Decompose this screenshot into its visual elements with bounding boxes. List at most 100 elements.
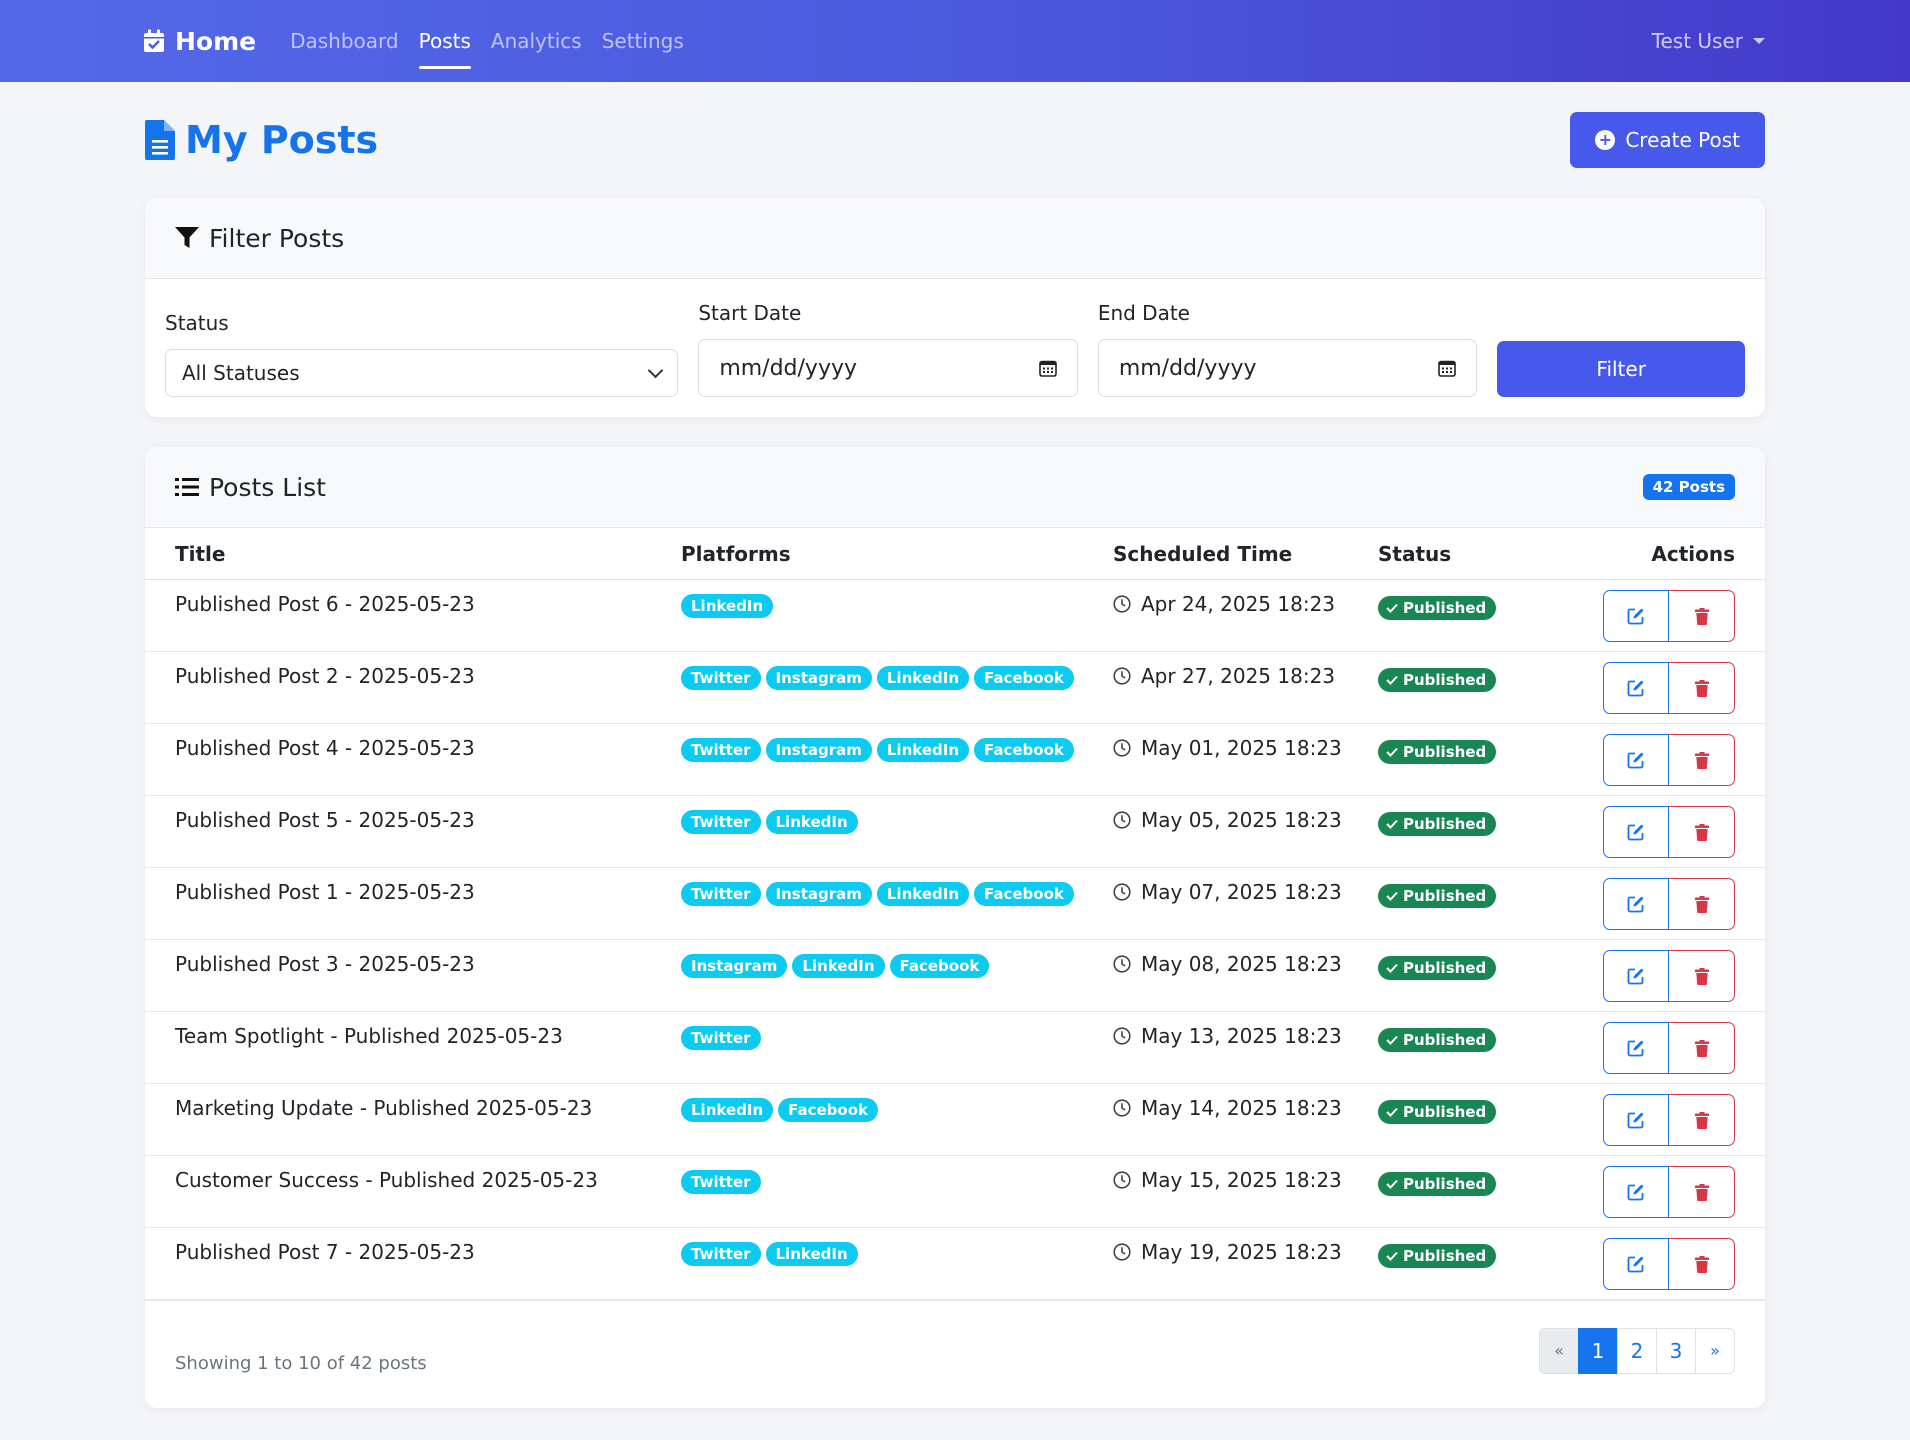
brand-label: Home bbox=[175, 26, 257, 56]
platform-badge: LinkedIn bbox=[765, 810, 858, 834]
platform-list: Instagram LinkedIn Facebook bbox=[681, 940, 1113, 978]
platform-badge: Twitter bbox=[681, 738, 761, 762]
main-container: My Posts + Create Post Filter Posts Stat… bbox=[0, 82, 1910, 1408]
edit-button[interactable] bbox=[1603, 734, 1669, 786]
calendar-icon[interactable] bbox=[1438, 359, 1457, 377]
column-header-scheduled-time: Scheduled Time bbox=[1113, 528, 1378, 580]
platform-badge: LinkedIn bbox=[876, 738, 969, 762]
pagination-prev[interactable]: « bbox=[1539, 1327, 1579, 1374]
edit-button[interactable] bbox=[1603, 1094, 1669, 1146]
edit-button[interactable] bbox=[1603, 1238, 1669, 1290]
edit-button[interactable] bbox=[1603, 950, 1669, 1002]
platform-badge: Facebook bbox=[974, 882, 1074, 906]
delete-button[interactable] bbox=[1669, 878, 1735, 930]
status-select[interactable]: All Statuses bbox=[165, 349, 679, 397]
platform-badge: Facebook bbox=[974, 666, 1074, 690]
status-badge: Published bbox=[1378, 596, 1497, 620]
edit-icon bbox=[1627, 1040, 1644, 1057]
start-date-input[interactable]: mm/dd/yyyy bbox=[698, 339, 1078, 397]
calendar-icon[interactable] bbox=[1039, 359, 1057, 377]
edit-icon bbox=[1627, 824, 1644, 841]
nav-links: Dashboard Posts Analytics Settings bbox=[280, 0, 694, 82]
edit-button[interactable] bbox=[1603, 590, 1669, 642]
table-row: Published Post 6 - 2025-05-23 LinkedIn A… bbox=[145, 579, 1765, 652]
scheduled-time-text: May 07, 2025 18:23 bbox=[1141, 880, 1342, 904]
status-badge: Published bbox=[1378, 1172, 1497, 1196]
row-actions bbox=[1603, 1022, 1735, 1074]
check-icon bbox=[1386, 819, 1398, 829]
post-title: Published Post 7 - 2025-05-23 bbox=[175, 1240, 475, 1264]
column-header-status: Status bbox=[1378, 528, 1548, 580]
platform-list: Twitter Instagram LinkedIn Facebook bbox=[681, 724, 1113, 762]
edit-button[interactable] bbox=[1603, 1166, 1669, 1218]
status-badge-text: Published bbox=[1403, 1247, 1487, 1265]
pagination-page-3[interactable]: 3 bbox=[1656, 1327, 1696, 1374]
status-badge: Published bbox=[1378, 1100, 1497, 1124]
delete-button[interactable] bbox=[1669, 662, 1735, 714]
column-header-platforms: Platforms bbox=[681, 528, 1113, 580]
status-badge-text: Published bbox=[1403, 1031, 1487, 1049]
create-post-button[interactable]: + Create Post bbox=[1570, 112, 1765, 168]
edit-icon bbox=[1627, 608, 1644, 625]
brand-link[interactable]: Home bbox=[143, 27, 256, 56]
nav-link-dashboard[interactable]: Dashboard bbox=[290, 29, 399, 53]
platform-list: Twitter Instagram LinkedIn Facebook bbox=[681, 652, 1113, 690]
status-badge-text: Published bbox=[1403, 887, 1487, 905]
end-date-field: End Date mm/dd/yyyy bbox=[1097, 301, 1478, 397]
row-actions bbox=[1603, 1238, 1735, 1290]
platform-badge: Twitter bbox=[681, 1170, 761, 1194]
clock-icon bbox=[1113, 1099, 1131, 1117]
nav-link-posts[interactable]: Posts bbox=[409, 0, 481, 82]
delete-button[interactable] bbox=[1669, 590, 1735, 642]
status-label: Status bbox=[165, 311, 229, 335]
edit-button[interactable] bbox=[1603, 662, 1669, 714]
pagination-next[interactable]: » bbox=[1695, 1327, 1735, 1374]
delete-button[interactable] bbox=[1669, 1094, 1735, 1146]
table-row: Team Spotlight - Published 2025-05-23 Tw… bbox=[145, 1011, 1765, 1084]
end-date-placeholder: mm/dd/yyyy bbox=[1118, 355, 1257, 381]
nav-link-settings[interactable]: Settings bbox=[601, 29, 684, 53]
platform-list: Twitter bbox=[681, 1012, 1113, 1050]
post-title: Published Post 4 - 2025-05-23 bbox=[175, 736, 475, 760]
filter-card: Filter Posts Status All Statuses Start D… bbox=[145, 198, 1765, 417]
row-actions bbox=[1603, 590, 1735, 642]
trash-icon bbox=[1694, 823, 1709, 841]
delete-button[interactable] bbox=[1669, 806, 1735, 858]
delete-button[interactable] bbox=[1669, 1238, 1735, 1290]
platform-badge: LinkedIn bbox=[765, 1242, 858, 1266]
row-actions bbox=[1603, 1094, 1735, 1146]
platform-list: Twitter LinkedIn bbox=[681, 1228, 1113, 1266]
edit-icon bbox=[1627, 752, 1644, 769]
delete-button[interactable] bbox=[1669, 950, 1735, 1002]
edit-icon bbox=[1627, 1256, 1644, 1273]
pagination-page-2[interactable]: 2 bbox=[1617, 1327, 1657, 1374]
posts-count-badge: 42 Posts bbox=[1642, 474, 1735, 500]
filter-button[interactable]: Filter bbox=[1497, 341, 1745, 397]
user-name: Test User bbox=[1651, 29, 1743, 53]
table-row: Published Post 2 - 2025-05-23 Twitter Ins… bbox=[145, 651, 1765, 724]
platform-badge: LinkedIn bbox=[876, 882, 969, 906]
scheduled-time: May 01, 2025 18:23 bbox=[1113, 724, 1378, 760]
page-header: My Posts + Create Post bbox=[145, 82, 1765, 198]
pagination-page-1[interactable]: 1 bbox=[1578, 1327, 1618, 1374]
edit-button[interactable] bbox=[1603, 1022, 1669, 1074]
user-menu-dropdown[interactable]: Test User bbox=[1652, 29, 1765, 53]
filter-card-header: Filter Posts bbox=[145, 198, 1765, 279]
caret-down-icon bbox=[1753, 38, 1765, 44]
edit-button[interactable] bbox=[1603, 878, 1669, 930]
post-title: Marketing Update - Published 2025-05-23 bbox=[175, 1096, 593, 1120]
scheduled-time-text: May 15, 2025 18:23 bbox=[1141, 1168, 1342, 1192]
clock-icon bbox=[1113, 1243, 1131, 1261]
edit-button[interactable] bbox=[1603, 806, 1669, 858]
table-row: Published Post 4 - 2025-05-23 Twitter Ins… bbox=[145, 723, 1765, 796]
clock-icon bbox=[1113, 739, 1131, 757]
table-row: Published Post 3 - 2025-05-23 Instagram L… bbox=[145, 939, 1765, 1012]
nav-link-analytics[interactable]: Analytics bbox=[490, 29, 582, 53]
delete-button[interactable] bbox=[1669, 1166, 1735, 1218]
delete-button[interactable] bbox=[1669, 734, 1735, 786]
end-date-input[interactable]: mm/dd/yyyy bbox=[1097, 339, 1478, 397]
filter-heading: Filter Posts bbox=[175, 224, 344, 253]
table-row: Published Post 7 - 2025-05-23 Twitter Lin… bbox=[145, 1227, 1765, 1300]
delete-button[interactable] bbox=[1669, 1022, 1735, 1074]
clock-icon bbox=[1113, 811, 1131, 829]
